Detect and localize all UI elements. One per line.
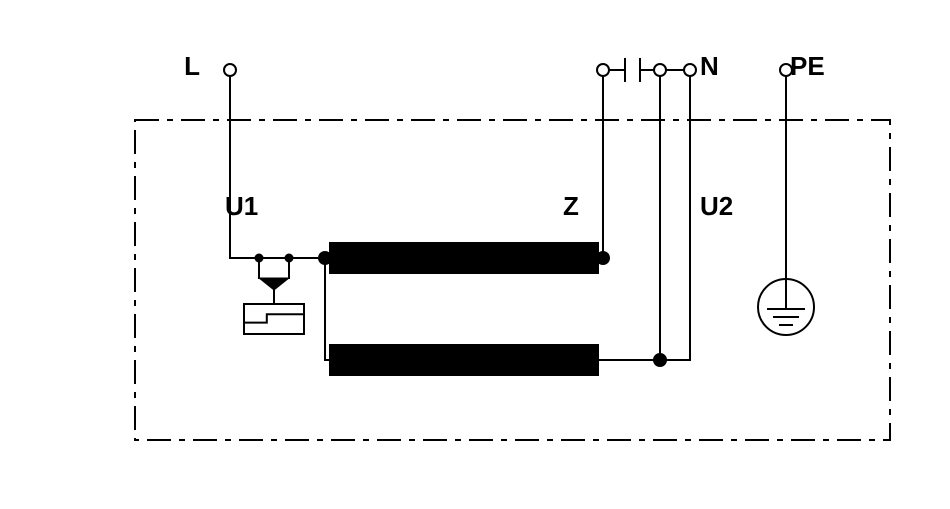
main-winding xyxy=(330,243,598,273)
aux-winding xyxy=(330,345,598,375)
motor-wiring-diagram: LNPEU1ZU2 xyxy=(0,0,950,509)
terminal-L xyxy=(224,64,236,76)
terminal-cap-left xyxy=(597,64,609,76)
label-L: L xyxy=(184,51,200,81)
thermal-protector-box xyxy=(244,304,304,334)
terminal-cap-right xyxy=(654,64,666,76)
thermal-arrow xyxy=(259,278,289,290)
node-U1 xyxy=(319,252,331,264)
terminal-N xyxy=(684,64,696,76)
label-PE: PE xyxy=(790,51,825,81)
label-N: N xyxy=(700,51,719,81)
label-U2: U2 xyxy=(700,191,733,221)
terminal-PE xyxy=(780,64,792,76)
node-U2 xyxy=(654,354,666,366)
node-Z xyxy=(597,252,609,264)
label-Z: Z xyxy=(563,191,579,221)
